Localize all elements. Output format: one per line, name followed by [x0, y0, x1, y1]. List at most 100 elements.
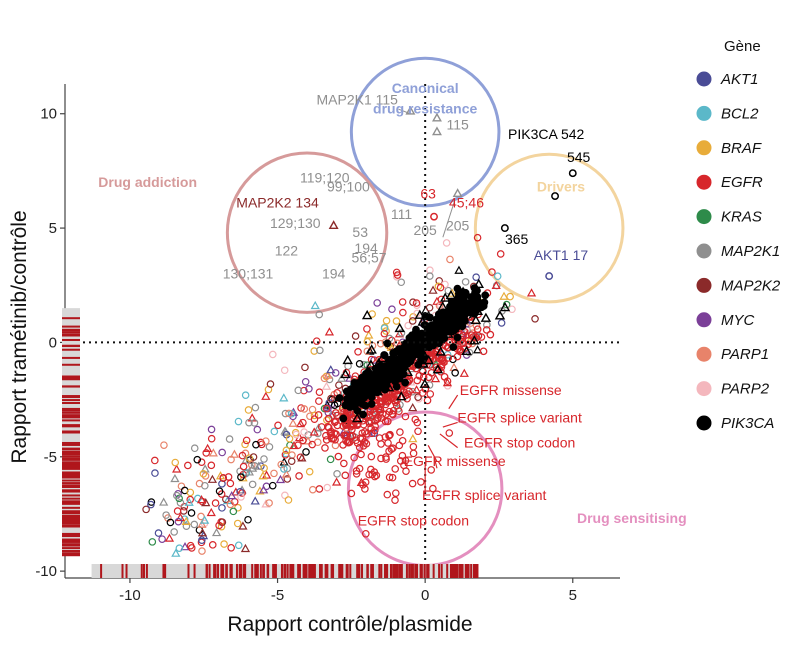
data-point — [382, 316, 391, 325]
data-point — [249, 453, 258, 461]
highlight-point-map2k1 — [452, 188, 463, 197]
data-point — [457, 286, 469, 296]
data-point — [237, 493, 245, 501]
data-point — [365, 359, 377, 369]
data-point — [480, 312, 492, 322]
x-rug-mark — [339, 564, 342, 578]
data-point — [333, 411, 341, 420]
data-point — [352, 469, 361, 478]
data-point — [426, 390, 435, 398]
data-point — [201, 472, 210, 480]
data-point — [382, 455, 390, 463]
y-rug-mark — [62, 476, 80, 479]
data-point — [491, 280, 501, 290]
data-point — [364, 330, 374, 339]
data-point — [408, 403, 418, 412]
y-tick-label: 10 — [40, 106, 57, 123]
annotation-119-120: 119;120 — [300, 169, 350, 185]
highlight-point-pik3ca — [551, 192, 560, 201]
data-point — [316, 346, 324, 355]
data-point — [408, 317, 417, 325]
annotation-egfr-stop-codon: EGFR stop codon — [358, 512, 469, 528]
data-point — [419, 378, 431, 388]
data-point — [403, 394, 411, 403]
data-point — [473, 278, 485, 288]
x-rug-mark — [452, 564, 455, 578]
y-rug-mark — [62, 450, 80, 453]
data-point — [300, 405, 309, 413]
data-point — [218, 504, 226, 512]
x-rug-mark — [254, 564, 257, 578]
x-rug-mark — [220, 564, 223, 578]
y-rug-mark — [62, 414, 80, 417]
data-point — [281, 469, 291, 478]
data-point — [250, 496, 260, 505]
data-point — [190, 444, 199, 453]
y-rug-mark — [62, 448, 80, 451]
data-point — [206, 507, 216, 517]
data-point — [321, 381, 332, 390]
data-point — [398, 298, 407, 306]
x-axis-title: Rapport contrôle/plasmide — [227, 613, 472, 636]
data-point — [287, 409, 296, 418]
y-rug-mark — [62, 540, 80, 543]
data-point — [394, 322, 405, 333]
data-point — [391, 489, 400, 497]
data-point — [331, 477, 342, 486]
x-rug-mark — [400, 564, 403, 578]
y-rug-mark — [62, 363, 80, 366]
annotation-545: 545 — [567, 149, 591, 165]
data-point — [327, 427, 336, 436]
data-point — [275, 474, 286, 484]
data-point — [377, 378, 388, 388]
annotation-egfr-splice-variant: EGFR splice variant — [457, 409, 582, 425]
x-rug-mark — [405, 564, 408, 578]
data-point — [226, 500, 235, 509]
data-point — [253, 425, 262, 434]
data-point — [395, 350, 406, 361]
data-point — [364, 417, 373, 426]
data-point — [423, 360, 431, 369]
x-rug-mark — [305, 564, 308, 578]
data-point — [164, 533, 175, 542]
legend-label-egfr: EGFR — [721, 174, 763, 191]
data-point — [354, 348, 362, 356]
data-point — [265, 499, 273, 507]
data-point — [184, 461, 192, 470]
data-point — [377, 454, 385, 463]
data-point — [427, 321, 436, 330]
x-rug-mark — [286, 564, 289, 578]
data-point — [225, 435, 234, 443]
data-point — [383, 490, 392, 499]
data-point — [531, 314, 539, 323]
data-point — [261, 499, 271, 508]
data-point — [142, 505, 150, 514]
x-rug-mark — [302, 564, 305, 578]
x-rug-mark — [238, 564, 241, 578]
data-point — [461, 345, 472, 356]
data-point — [324, 327, 335, 336]
data-point — [413, 418, 422, 427]
x-rug-mark — [121, 564, 124, 578]
data-point — [270, 427, 279, 436]
x-rug-mark — [332, 564, 335, 578]
annotation-205: 205 — [446, 217, 470, 233]
annotation-map2k2-134: MAP2K2 134 — [236, 195, 319, 211]
data-point — [368, 470, 377, 479]
data-point — [437, 295, 446, 304]
annotation-205: 205 — [413, 222, 437, 238]
data-point — [508, 305, 516, 314]
y-rug-mark — [62, 395, 80, 398]
x-rug-mark — [225, 564, 228, 578]
y-rug-mark — [62, 419, 80, 422]
data-point — [308, 485, 317, 494]
data-point — [208, 448, 218, 457]
data-point — [237, 473, 245, 481]
x-rug-mark — [326, 564, 329, 578]
annotation-53: 53 — [352, 224, 368, 240]
x-rug-mark — [419, 564, 422, 578]
data-point — [211, 499, 220, 507]
annotation-130-131: 130;131 — [223, 265, 274, 281]
data-point — [391, 354, 403, 365]
data-point — [327, 394, 335, 403]
